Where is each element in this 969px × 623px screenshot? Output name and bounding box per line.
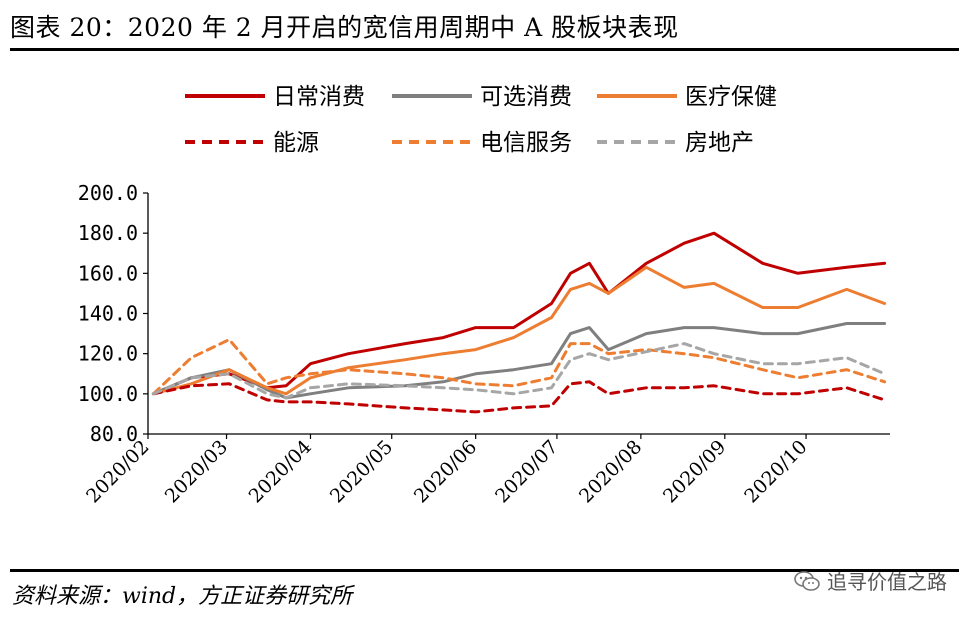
figure-title: 图表 20：2020 年 2 月开启的宽信用周期中 A 股板块表现 — [10, 13, 679, 42]
x-tick-label: 2020/03 — [161, 436, 232, 507]
series-line-6 — [151, 342, 887, 400]
legend-label-1: 日常消费 — [273, 84, 365, 110]
title-rule — [10, 48, 959, 51]
y-tick-label: 140.0 — [78, 302, 138, 326]
y-tick-label: 160.0 — [78, 261, 138, 285]
series-line-2 — [151, 322, 887, 400]
x-tick-label: 2020/09 — [659, 436, 730, 507]
x-tick-label: 2020/07 — [491, 436, 562, 507]
x-tick-label: 2020/06 — [410, 436, 481, 507]
legend-label-3: 医疗保健 — [685, 84, 777, 110]
series-line-5 — [151, 338, 887, 396]
y-tick-label: 200.0 — [78, 181, 138, 205]
y-tick-label: 100.0 — [78, 382, 138, 406]
legend-label-2: 可选消费 — [480, 84, 572, 110]
footer-rule — [10, 569, 959, 572]
legend-label-5: 电信服务 — [480, 130, 572, 156]
line-chart: 200.0180.0160.0140.0120.0100.080.02020/0… — [78, 84, 890, 507]
series-line-3 — [151, 265, 887, 396]
x-tick-label: 2020/10 — [740, 436, 811, 507]
wechat-icon — [794, 570, 820, 591]
series-line-1 — [151, 231, 887, 396]
watermark: 追寻价值之路 — [793, 566, 947, 595]
y-tick-label: 120.0 — [78, 342, 138, 366]
legend-label-4: 能源 — [273, 130, 319, 156]
x-tick-label: 2020/05 — [326, 436, 397, 507]
series-line-4 — [151, 380, 887, 414]
x-tick-label: 2020/04 — [245, 436, 316, 507]
y-tick-label: 80.0 — [90, 422, 138, 446]
source-note: 资料来源：wind，方正证券研究所 — [12, 584, 353, 609]
x-tick-label: 2020/02 — [82, 436, 153, 507]
y-tick-label: 180.0 — [78, 221, 138, 245]
watermark-text: 追寻价值之路 — [827, 570, 947, 594]
x-tick-label: 2020/08 — [575, 436, 646, 507]
legend-label-6: 房地产 — [685, 130, 754, 156]
